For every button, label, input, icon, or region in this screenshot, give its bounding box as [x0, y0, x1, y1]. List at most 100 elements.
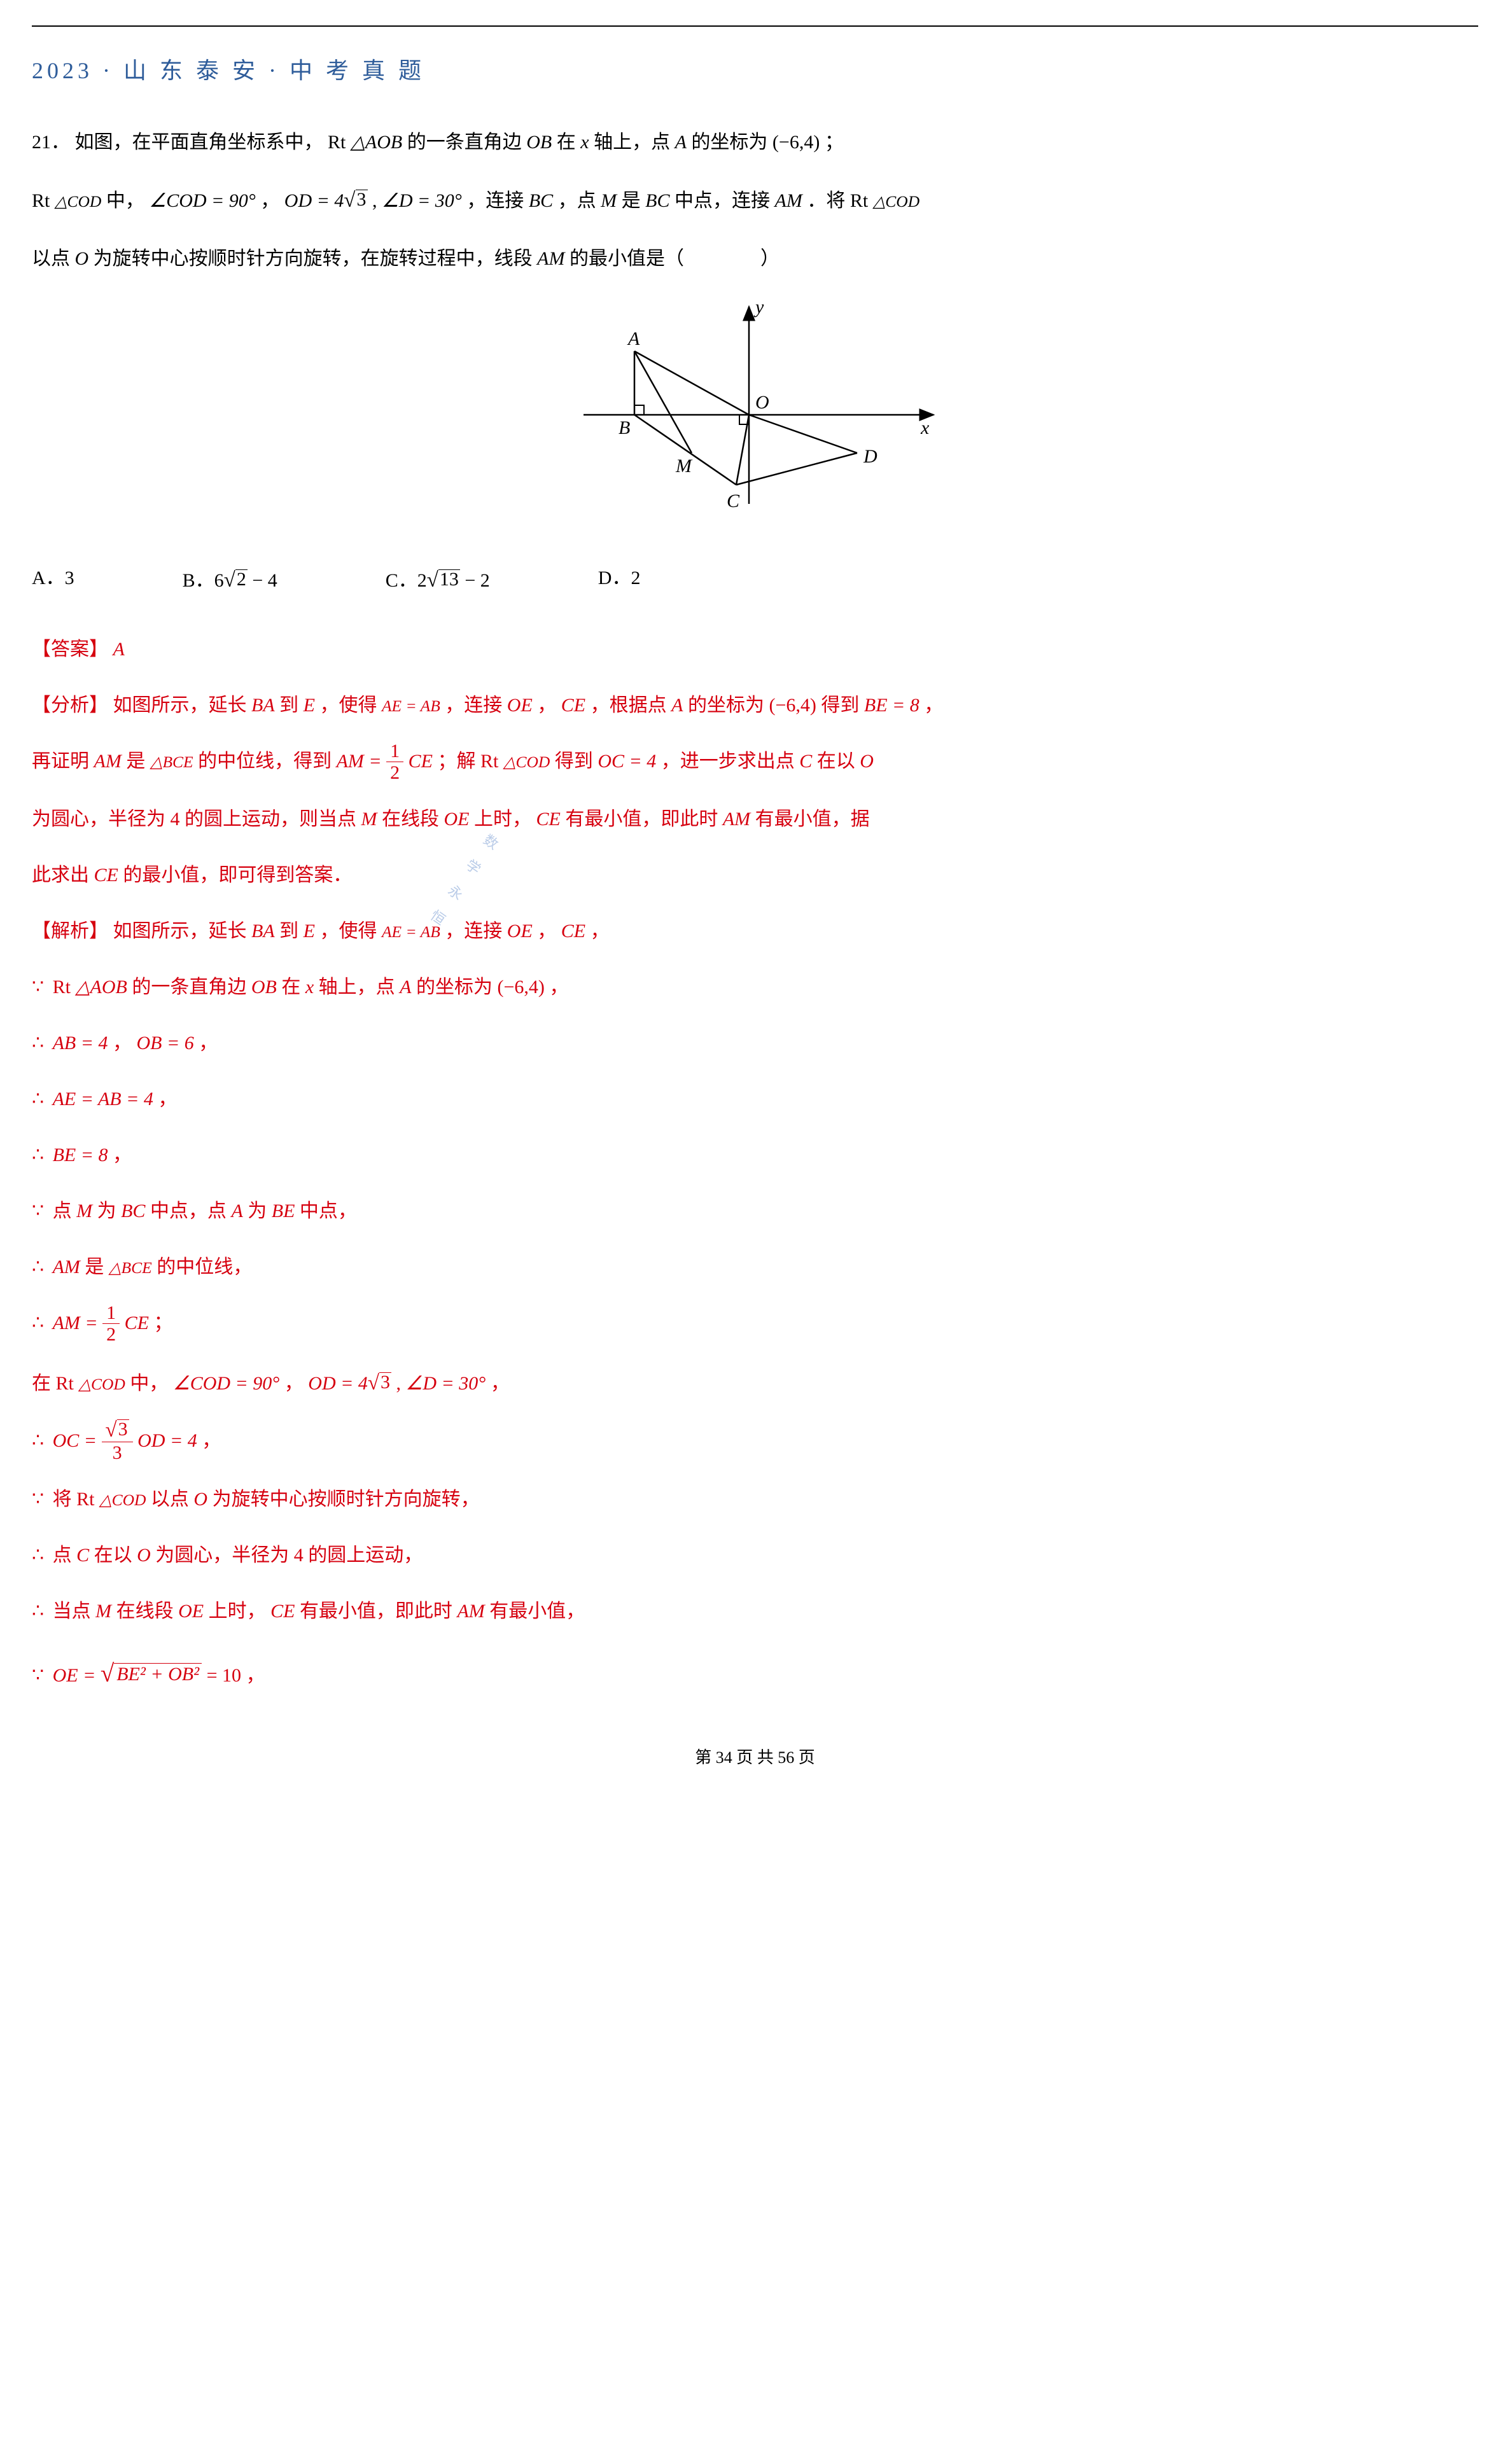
solution-therefore-4: AM 是 △BCE 的中位线，	[32, 1246, 1478, 1288]
text: ；解 Rt	[438, 751, 499, 772]
am-eq2: AM =	[53, 1312, 103, 1333]
comma: ,	[372, 190, 382, 211]
q-number: 21．	[32, 132, 70, 153]
text: 的坐标为	[691, 132, 767, 153]
comma: ，	[199, 1033, 218, 1054]
question-line-1: 21． 如图，在平面直角坐标系中， Rt △AOB 的一条直角边 OB 在 x …	[32, 122, 1478, 164]
half-frac: 1 2	[386, 741, 403, 783]
text: 中，	[130, 1373, 168, 1394]
comma: ,	[396, 1373, 406, 1394]
coord3: (−6,4)	[498, 977, 545, 998]
label-x: x	[920, 417, 930, 438]
comma: ，	[284, 1373, 304, 1394]
text: 的一条直角边	[407, 132, 527, 153]
o: O	[75, 248, 89, 269]
solution-therefore-6: OC = √3 3 OD = 4 ，	[32, 1420, 1478, 1465]
solution-because-1: Rt △AOB 的一条直角边 OB 在 x 轴上，点 A 的坐标为 (−6,4)…	[32, 966, 1478, 1008]
text: 的中位线，	[157, 1256, 252, 1277]
tri-bce: △BCE	[150, 753, 193, 771]
oe-val: = 10	[207, 1665, 241, 1686]
text: 得到	[555, 751, 598, 772]
be8-2: BE = 8	[53, 1145, 108, 1166]
ob2: OB	[251, 977, 277, 998]
figure: y x A B O M C D	[32, 294, 1478, 538]
text: 的最小值是（ ）	[570, 248, 779, 269]
ce5: CE	[561, 921, 585, 942]
text: 是	[85, 1256, 109, 1277]
tri-cod4: △COD	[78, 1375, 125, 1393]
figure-svg: y x A B O M C D	[558, 294, 953, 523]
sqrt3: √3	[344, 177, 367, 224]
half-den: 2	[386, 762, 403, 783]
text: 将 Rt	[53, 1489, 95, 1510]
ob: OB	[526, 132, 552, 153]
question-line-3: 以点 O 为旋转中心按顺时针方向旋转，在旋转过程中，线段 AM 的最小值是（ ）	[32, 238, 1478, 280]
analysis-line-1: 【分析】 如图所示，延长 BA 到 E ，使得 AE = AB ，连接 OE ，…	[32, 685, 1478, 727]
option-d: D．2	[598, 557, 641, 604]
am5: AM	[53, 1256, 80, 1277]
comma: ，	[491, 1373, 510, 1394]
ob6: OB = 6	[137, 1033, 194, 1054]
text: 上时，	[209, 1601, 266, 1622]
m2: M	[361, 809, 377, 830]
oc-eq: OC =	[53, 1430, 102, 1451]
solution-therefore-5: AM = 1 2 CE ；	[32, 1302, 1478, 1346]
aeab4: AE = AB = 4	[53, 1089, 153, 1110]
text: 点	[53, 1201, 77, 1222]
text: 再证明	[32, 751, 94, 772]
bc2: BC	[645, 190, 669, 211]
solution-label: 【解析】	[32, 921, 108, 942]
oe-eq: OE =	[53, 1665, 101, 1686]
opt-c-pre: C．2	[386, 570, 427, 591]
text: ，进一步求出点	[661, 751, 800, 772]
pt-a: A	[675, 132, 687, 153]
e2: E	[304, 921, 315, 942]
answer-line: 【答案】 A	[32, 629, 1478, 671]
text: ，点	[558, 190, 601, 211]
text: 得到	[821, 695, 864, 716]
ab4: AB = 4	[53, 1033, 108, 1054]
oe3: OE	[507, 921, 533, 942]
coord-a2: (−6,4)	[769, 695, 816, 716]
comma: ，	[246, 1665, 265, 1686]
text: 有最小值，	[489, 1601, 585, 1622]
text: 上时，	[474, 809, 531, 830]
od2: OD = 4	[308, 1373, 368, 1394]
am3: AM	[94, 751, 122, 772]
c2: C	[76, 1545, 89, 1566]
text: 是	[126, 751, 150, 772]
oe4: OE	[178, 1601, 204, 1622]
ang-cod2: ∠COD = 90°	[173, 1373, 279, 1394]
m4: M	[95, 1601, 111, 1622]
exam-header: 2023 · 山 东 泰 安 · 中 考 真 题	[32, 46, 1478, 96]
text: 以点	[151, 1489, 194, 1510]
c: C	[799, 751, 812, 772]
sqrt3-2: √3	[368, 1360, 391, 1407]
opt-b-post: − 4	[248, 570, 277, 591]
ba: BA	[251, 695, 275, 716]
tri-cod5: △COD	[99, 1491, 146, 1509]
tri-cod2: △COD	[873, 192, 919, 211]
text: 如图所示，延长	[113, 921, 252, 942]
text: 以点	[32, 248, 75, 269]
text: ，连接	[445, 921, 507, 942]
e: E	[304, 695, 315, 716]
text: 为	[97, 1201, 122, 1222]
sqrt3-over-3: √3 3	[102, 1419, 133, 1463]
label-y: y	[753, 296, 764, 317]
text: 在以	[94, 1545, 137, 1566]
text: 到	[279, 921, 304, 942]
m3: M	[76, 1201, 92, 1222]
text: ．将 Rt	[807, 190, 868, 211]
text: 此求出	[32, 865, 94, 886]
o3: O	[193, 1489, 207, 1510]
solution-therefore-3: BE = 8 ，	[32, 1134, 1478, 1176]
text: 轴上，点	[594, 132, 675, 153]
label-M: M	[675, 456, 693, 477]
be-label: BE	[272, 1201, 295, 1222]
question-line-2: Rt △COD 中， ∠COD = 90° ， OD = 4√3 , ∠D = …	[32, 177, 1478, 224]
ang-d2: ∠D = 30°	[406, 1373, 486, 1394]
tri-cod: △COD	[55, 192, 101, 211]
x-axis: x	[580, 132, 589, 153]
bc3: BC	[121, 1201, 145, 1222]
